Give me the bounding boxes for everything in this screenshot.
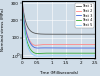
Line: Test 3: Test 3	[22, 7, 95, 48]
Test 2	[95, 44, 96, 45]
X-axis label: Time (Milliseconds): Time (Milliseconds)	[39, 71, 78, 75]
Test 1	[95, 34, 96, 35]
Test 4	[93, 53, 94, 54]
Test 5	[26, 40, 27, 41]
Test 4	[57, 53, 58, 54]
Test 3	[26, 31, 27, 32]
Test 5	[79, 55, 80, 56]
Test 4	[93, 53, 94, 54]
Test 5	[93, 55, 94, 56]
Test 4	[22, 8, 23, 9]
Test 4	[37, 53, 38, 54]
Test 3	[22, 6, 23, 7]
Test 1	[57, 34, 58, 35]
Test 5	[38, 56, 39, 57]
Test 4	[26, 37, 27, 38]
Test 5	[57, 55, 58, 56]
Line: Test 5: Test 5	[22, 10, 95, 56]
Y-axis label: Nominal stress (MPa): Nominal stress (MPa)	[2, 8, 6, 51]
Test 2	[35, 45, 36, 46]
Test 1	[93, 34, 94, 35]
Test 4	[79, 53, 80, 54]
Legend: Test 1, Test 2, Test 3, Test 4, Test 5: Test 1, Test 2, Test 3, Test 4, Test 5	[75, 3, 94, 28]
Line: Test 4: Test 4	[22, 8, 95, 54]
Test 1	[22, 3, 23, 4]
Test 2	[22, 5, 23, 6]
Test 2	[93, 44, 94, 45]
Test 2	[79, 44, 80, 45]
Line: Test 2: Test 2	[22, 5, 95, 45]
Test 1	[55, 34, 56, 35]
Test 2	[57, 44, 58, 45]
Test 1	[92, 34, 94, 35]
Test 2	[26, 30, 27, 31]
Test 2	[55, 44, 56, 45]
Test 5	[95, 55, 96, 56]
Test 5	[22, 10, 23, 11]
Test 5	[55, 55, 56, 56]
Line: Test 1: Test 1	[22, 3, 95, 34]
Test 5	[93, 55, 94, 56]
Test 1	[79, 34, 80, 35]
Test 4	[95, 53, 96, 54]
Test 2	[93, 44, 94, 45]
Test 4	[55, 53, 56, 54]
